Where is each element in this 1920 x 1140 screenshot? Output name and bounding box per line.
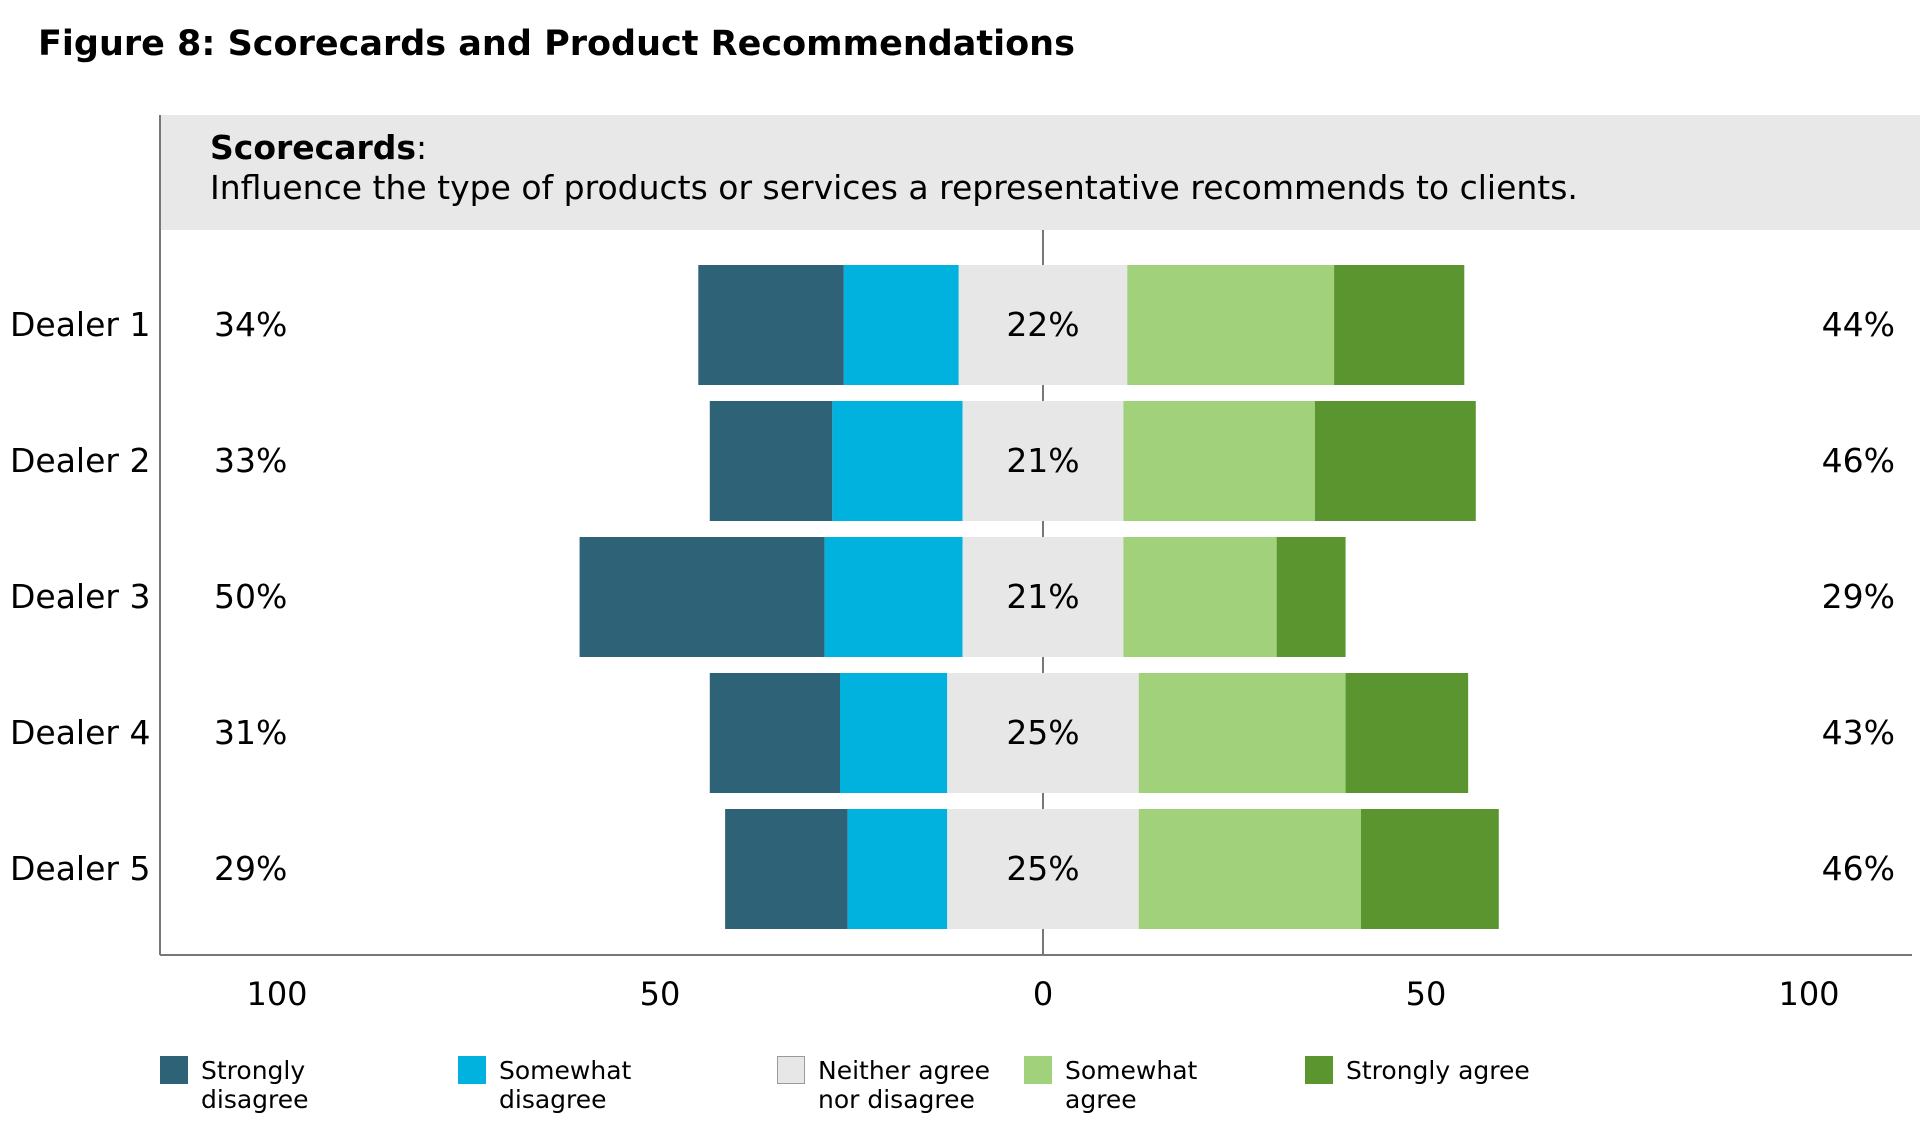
bar-segment-strongly-disagree bbox=[709, 673, 841, 793]
left-total-label: 29% bbox=[214, 849, 287, 888]
legend-item-strongly-agree: Strongly agree bbox=[1305, 1056, 1546, 1085]
left-total-label: 33% bbox=[214, 441, 287, 480]
legend-item-somewhat-disagree: Somewhat disagree bbox=[458, 1056, 699, 1114]
panel-heading: Scorecards: Influence the type of produc… bbox=[210, 128, 1578, 208]
legend-label: Neither agree nor disagree bbox=[818, 1056, 990, 1114]
bar-segment-neutral bbox=[962, 401, 1124, 521]
left-total-label: 31% bbox=[214, 713, 287, 752]
category-label: Dealer 5 bbox=[10, 849, 150, 888]
bar-segment-strongly-agree bbox=[1334, 265, 1465, 385]
bar-segment-strongly-agree bbox=[1345, 673, 1469, 793]
legend-swatch bbox=[458, 1056, 486, 1084]
right-total-label: 29% bbox=[1822, 577, 1895, 616]
bar-segment-somewhat-disagree bbox=[824, 537, 963, 657]
right-total-label: 44% bbox=[1822, 305, 1895, 344]
bar-segment-somewhat-agree bbox=[1138, 673, 1346, 793]
legend-item-neither: Neither agree nor disagree bbox=[777, 1056, 993, 1114]
neutral-value-label: 21% bbox=[1006, 441, 1079, 480]
bar-segment-somewhat-disagree bbox=[847, 809, 948, 929]
left-total-label: 50% bbox=[214, 577, 287, 616]
panel-header-background bbox=[160, 115, 1920, 230]
bars-group bbox=[579, 230, 1499, 955]
category-label: Dealer 2 bbox=[10, 441, 150, 480]
legend-label: Somewhat disagree bbox=[499, 1056, 632, 1114]
bar-segment-strongly-disagree bbox=[579, 537, 825, 657]
right-total-label: 46% bbox=[1822, 849, 1895, 888]
neutral-value-label: 22% bbox=[1006, 305, 1079, 344]
panel-subheading: Influence the type of products or servic… bbox=[210, 168, 1578, 207]
legend-item-strongly-disagree: Strongly disagree bbox=[160, 1056, 401, 1114]
x-tick-label: 50 bbox=[1406, 975, 1447, 1013]
bar-segment-somewhat-disagree bbox=[832, 401, 963, 521]
bar-segment-strongly-agree bbox=[1314, 401, 1476, 521]
category-label: Dealer 4 bbox=[10, 713, 150, 752]
bar-segment-strongly-agree bbox=[1360, 809, 1499, 929]
legend-swatch bbox=[160, 1056, 188, 1084]
neutral-value-label: 21% bbox=[1006, 577, 1079, 616]
labels-group: Dealer 1 34% 22% 44% Dealer 2 33% 21% 46% Dealer… bbox=[10, 115, 1912, 1013]
bar-segment-strongly-disagree bbox=[725, 809, 848, 929]
bar-segment-neutral bbox=[962, 537, 1124, 657]
x-tick-label: 100 bbox=[246, 975, 307, 1013]
x-tick-label: 50 bbox=[640, 975, 681, 1013]
category-label: Dealer 3 bbox=[10, 577, 150, 616]
bar-segment-strongly-disagree bbox=[709, 401, 833, 521]
bar-segment-somewhat-disagree bbox=[840, 673, 948, 793]
legend-swatch bbox=[777, 1056, 805, 1084]
legend-label: Strongly disagree bbox=[201, 1056, 309, 1114]
figure-title: Figure 8: Scorecards and Product Recomme… bbox=[38, 24, 1075, 64]
right-total-label: 46% bbox=[1822, 441, 1895, 480]
bar-segment-somewhat-agree bbox=[1123, 401, 1315, 521]
bar-segment-strongly-agree bbox=[1276, 537, 1346, 657]
x-tick-label: 0 bbox=[1033, 975, 1053, 1013]
panel-heading-bold: Scorecards bbox=[210, 128, 417, 167]
bar-segment-neutral bbox=[958, 265, 1128, 385]
neutral-value-label: 25% bbox=[1006, 713, 1079, 752]
legend: Strongly disagree Somewhat disagree Neit… bbox=[0, 1056, 1920, 1136]
category-label: Dealer 1 bbox=[10, 305, 150, 344]
panel-heading-colon: : bbox=[416, 128, 428, 167]
legend-label: Somewhat agree bbox=[1065, 1056, 1198, 1114]
bar-segment-somewhat-agree bbox=[1123, 537, 1277, 657]
bar-segment-neutral bbox=[947, 673, 1139, 793]
right-total-label: 43% bbox=[1822, 713, 1895, 752]
bar-segment-somewhat-disagree bbox=[843, 265, 959, 385]
bar-segment-somewhat-agree bbox=[1127, 265, 1335, 385]
left-total-label: 34% bbox=[214, 305, 287, 344]
legend-swatch bbox=[1024, 1056, 1052, 1084]
x-tick-label: 100 bbox=[1778, 975, 1839, 1013]
legend-label: Strongly agree bbox=[1346, 1056, 1530, 1085]
bar-segment-somewhat-agree bbox=[1138, 809, 1361, 929]
bar-segment-neutral bbox=[947, 809, 1139, 929]
legend-item-somewhat-agree: Somewhat agree bbox=[1024, 1056, 1265, 1114]
legend-swatch bbox=[1305, 1056, 1333, 1084]
neutral-value-label: 25% bbox=[1006, 849, 1079, 888]
bar-segment-strongly-disagree bbox=[698, 265, 844, 385]
